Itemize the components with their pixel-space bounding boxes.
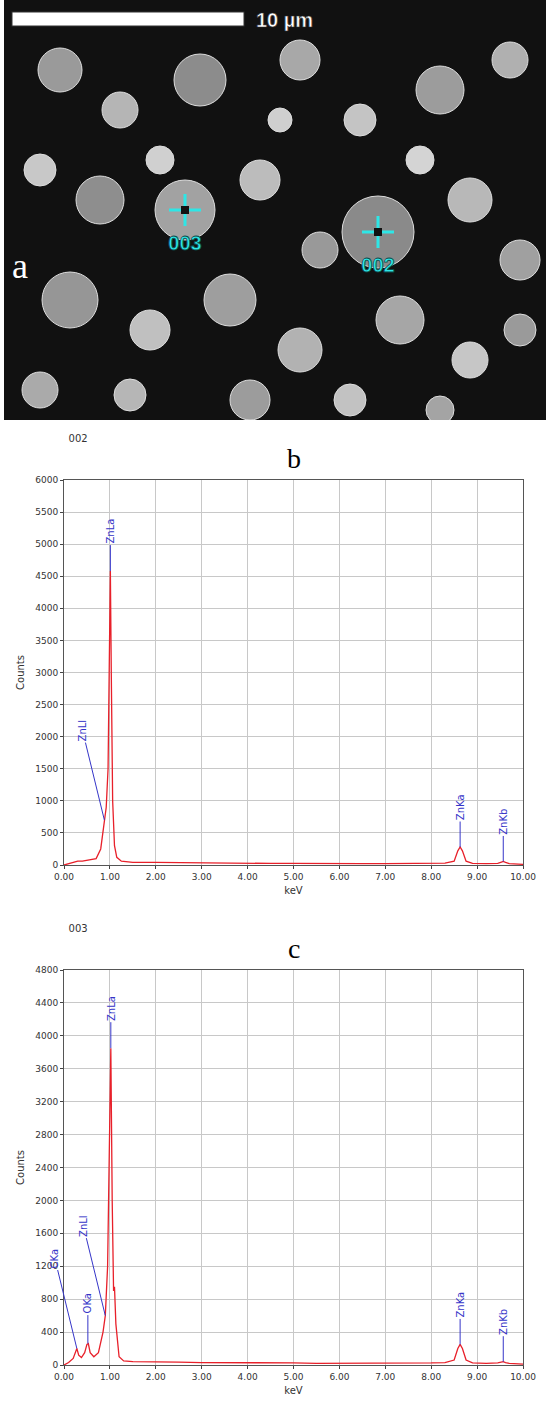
svg-text:5500: 5500 xyxy=(35,507,58,517)
svg-text:2.00: 2.00 xyxy=(146,872,166,882)
svg-text:keV: keV xyxy=(284,1385,303,1396)
svg-text:400: 400 xyxy=(41,1327,58,1337)
svg-text:4800: 4800 xyxy=(35,965,58,975)
svg-text:1000: 1000 xyxy=(35,796,58,806)
svg-text:10.00: 10.00 xyxy=(510,872,536,882)
svg-text:8.00: 8.00 xyxy=(421,872,441,882)
svg-text:ZnLl: ZnLl xyxy=(77,720,88,742)
svg-text:9.00: 9.00 xyxy=(467,1372,487,1382)
svg-text:5.00: 5.00 xyxy=(283,1372,303,1382)
svg-text:2400: 2400 xyxy=(35,1163,58,1173)
svg-text:003: 003 xyxy=(168,232,201,254)
svg-text:OKa: OKa xyxy=(82,1293,93,1313)
svg-text:2000: 2000 xyxy=(35,1196,58,1206)
svg-text:4400: 4400 xyxy=(35,998,58,1008)
svg-text:800: 800 xyxy=(41,1294,58,1304)
svg-text:8.00: 8.00 xyxy=(421,1372,441,1382)
svg-text:ZnKb: ZnKb xyxy=(498,809,509,835)
svg-text:0.00: 0.00 xyxy=(54,1372,74,1382)
svg-text:b: b xyxy=(287,443,301,474)
svg-text:003: 003 xyxy=(69,923,88,934)
svg-text:a: a xyxy=(12,246,28,286)
svg-text:2800: 2800 xyxy=(35,1130,58,1140)
svg-text:4.00: 4.00 xyxy=(238,872,258,882)
svg-text:2000: 2000 xyxy=(35,732,58,742)
svg-text:500: 500 xyxy=(41,828,58,838)
svg-text:2.00: 2.00 xyxy=(146,1372,166,1382)
svg-text:ZnKa: ZnKa xyxy=(455,794,466,820)
svg-text:1500: 1500 xyxy=(35,764,58,774)
svg-text:3500: 3500 xyxy=(35,636,58,646)
svg-text:0: 0 xyxy=(52,1360,58,1370)
svg-text:10 µm: 10 µm xyxy=(256,9,313,31)
svg-text:002: 002 xyxy=(69,433,88,444)
svg-text:4500: 4500 xyxy=(35,571,58,581)
svg-text:6.00: 6.00 xyxy=(329,1372,349,1382)
svg-text:002: 002 xyxy=(361,254,394,276)
svg-text:Counts: Counts xyxy=(15,655,26,690)
svg-text:6000: 6000 xyxy=(35,475,58,485)
svg-text:ZnKa: ZnKa xyxy=(455,1292,466,1318)
svg-text:2500: 2500 xyxy=(35,700,58,710)
svg-text:1200: 1200 xyxy=(35,1261,58,1271)
svg-text:10.00: 10.00 xyxy=(510,1372,536,1382)
svg-text:3000: 3000 xyxy=(35,668,58,678)
svg-text:c: c xyxy=(288,933,300,964)
svg-text:3.00: 3.00 xyxy=(192,872,212,882)
svg-text:4.00: 4.00 xyxy=(238,1372,258,1382)
svg-text:1.00: 1.00 xyxy=(100,1372,120,1382)
svg-text:6.00: 6.00 xyxy=(329,872,349,882)
svg-text:0: 0 xyxy=(52,860,58,870)
svg-text:ZnLl: ZnLl xyxy=(78,1215,89,1237)
svg-text:3.00: 3.00 xyxy=(192,1372,212,1382)
svg-text:3600: 3600 xyxy=(35,1064,58,1074)
svg-text:4000: 4000 xyxy=(35,603,58,613)
svg-text:5.00: 5.00 xyxy=(283,872,303,882)
svg-text:1.00: 1.00 xyxy=(100,872,120,882)
svg-text:1600: 1600 xyxy=(35,1228,58,1238)
svg-text:ZnLa: ZnLa xyxy=(106,996,117,1021)
svg-text:9.00: 9.00 xyxy=(467,872,487,882)
svg-text:CKa: CKa xyxy=(49,1249,60,1269)
svg-text:ZnKb: ZnKb xyxy=(498,1309,509,1335)
svg-text:0.00: 0.00 xyxy=(54,872,74,882)
svg-text:4000: 4000 xyxy=(35,1031,58,1041)
svg-text:3200: 3200 xyxy=(35,1097,58,1107)
svg-text:5000: 5000 xyxy=(35,539,58,549)
svg-text:keV: keV xyxy=(284,885,303,896)
svg-text:ZnLa: ZnLa xyxy=(105,519,116,544)
svg-text:Counts: Counts xyxy=(15,1150,26,1185)
svg-text:7.00: 7.00 xyxy=(375,1372,395,1382)
svg-text:7.00: 7.00 xyxy=(375,872,395,882)
